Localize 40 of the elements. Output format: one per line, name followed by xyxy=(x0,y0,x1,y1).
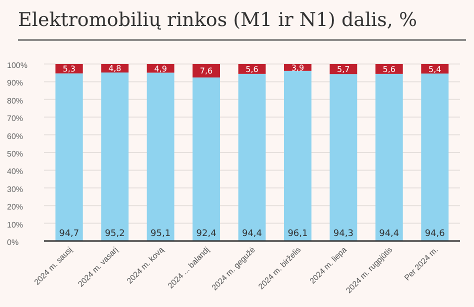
bar xyxy=(238,74,266,241)
data-label: 5,7 xyxy=(337,65,350,74)
y-tick-label: 80% xyxy=(7,96,24,106)
y-tick-label: 60% xyxy=(7,132,24,141)
data-label: 94,4 xyxy=(379,229,400,239)
data-label: 92,4 xyxy=(196,229,217,239)
bar xyxy=(375,74,403,241)
bar xyxy=(192,77,220,241)
y-tick-label: 100% xyxy=(7,61,28,70)
data-label: 94,7 xyxy=(59,229,80,239)
data-label: 94,6 xyxy=(424,229,446,239)
data-label: 94,4 xyxy=(242,229,262,239)
data-label: 5,6 xyxy=(246,64,258,74)
data-label: 7,6 xyxy=(200,66,213,76)
y-tick-label: 0% xyxy=(7,238,19,247)
data-label: 94,3 xyxy=(333,229,354,239)
y-tick-label: 50% xyxy=(7,150,24,158)
chart-title: Elektromobilių rinkos (M1 ir N1) dalis, % xyxy=(18,9,418,31)
y-tick-label: 40% xyxy=(7,167,24,176)
y-tick-label: 10% xyxy=(7,220,24,230)
y-tick-label: 30% xyxy=(7,184,24,194)
bar xyxy=(146,72,174,241)
bar xyxy=(330,74,358,241)
data-label: 3,9 xyxy=(291,63,304,72)
bar xyxy=(284,70,312,241)
bar xyxy=(192,64,220,78)
bar xyxy=(421,74,449,241)
y-tick-label: 90% xyxy=(7,78,24,88)
y-tick-label: 70% xyxy=(7,114,24,124)
bar xyxy=(55,73,83,241)
data-label: 5,6 xyxy=(382,64,396,74)
data-label: 5,3 xyxy=(62,64,76,74)
data-label: 4,9 xyxy=(154,64,167,74)
y-tick-label: 20% xyxy=(7,202,24,212)
bar xyxy=(101,72,129,241)
data-label: 4,8 xyxy=(108,64,122,74)
data-label: 95,2 xyxy=(104,229,125,239)
data-label: 95,1 xyxy=(150,229,171,239)
data-label: 96,1 xyxy=(288,229,308,239)
data-label: 5,4 xyxy=(428,64,442,74)
